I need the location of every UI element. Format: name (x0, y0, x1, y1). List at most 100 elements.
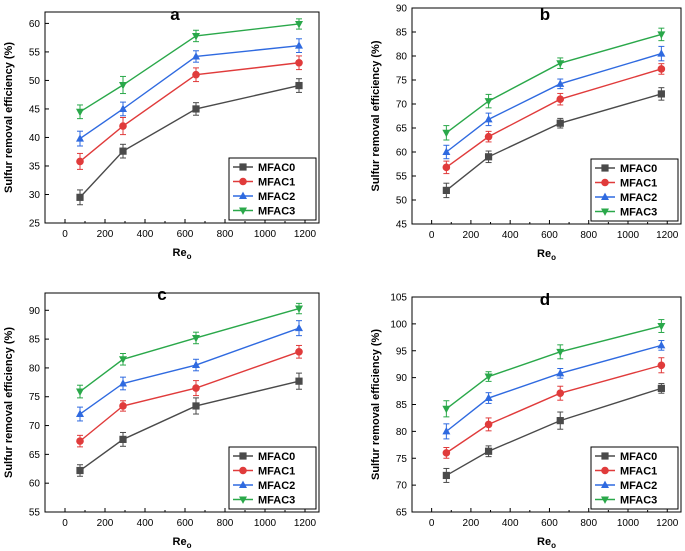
series-line (445, 68, 662, 168)
series-line (79, 307, 300, 393)
data-point (192, 360, 200, 369)
data-point (442, 405, 451, 414)
panel-label: a (170, 5, 180, 24)
series-line (79, 351, 300, 442)
y-tick-label: 40 (29, 133, 41, 144)
legend-marker (601, 496, 609, 504)
data-point (119, 147, 127, 155)
x-tick-label: 600 (177, 229, 194, 240)
plot-frame (44, 11, 320, 224)
y-tick-label: 85 (29, 335, 41, 346)
legend-item-mfac1: MFAC1 (595, 466, 657, 478)
x-tick-label: 600 (541, 230, 558, 241)
legend-label: MFAC1 (258, 177, 295, 189)
series-line (446, 387, 662, 477)
series-line (79, 44, 300, 140)
x-tick-label: 400 (502, 230, 519, 241)
data-point (119, 356, 127, 364)
data-point (657, 323, 666, 331)
series-mfac1 (76, 344, 303, 448)
data-point (295, 377, 303, 385)
legend-marker (239, 177, 247, 186)
series-mfac0 (442, 87, 665, 199)
data-point (657, 90, 665, 98)
legend-marker (239, 480, 247, 488)
data-point (76, 134, 84, 142)
y-axis-title: Sulfur removal efficiency (%) (3, 327, 15, 478)
series-mfac1 (442, 357, 666, 459)
x-axis-title: Reo (173, 247, 192, 261)
data-point (657, 384, 665, 392)
x-tick-label: 0 (62, 518, 68, 529)
legend-item-mfac0: MFAC0 (595, 451, 657, 463)
x-tick-label: 200 (97, 229, 114, 240)
legend: MFAC0 MFAC1 MFAC2 MFAC3 (590, 446, 679, 510)
data-point (76, 193, 84, 201)
data-point (192, 105, 200, 113)
data-point (192, 32, 200, 41)
series-mfac3 (442, 319, 666, 418)
data-point (119, 435, 127, 443)
y-tick-label: 55 (29, 47, 41, 58)
chart-panel-a: 0 200 400 600 800 1000 1200 25 30 35 40 45 50 55 60 Reo… (3, 5, 320, 261)
legend-marker (239, 466, 247, 475)
data-point (295, 323, 303, 332)
data-point (442, 426, 451, 435)
data-point (76, 437, 84, 445)
x-tick-label: 200 (463, 230, 480, 241)
y-tick-label: 55 (396, 172, 408, 183)
y-tick-label: 30 (29, 190, 41, 201)
x-tick-label: 400 (502, 518, 519, 529)
data-point (484, 98, 493, 106)
legend-label: MFAC3 (620, 495, 657, 507)
y-axis-title: Sulfur removal efficiency (%) (3, 42, 15, 193)
data-point (192, 52, 200, 60)
y-tick-label: 35 (29, 161, 41, 172)
data-point (192, 402, 200, 410)
data-point (556, 95, 565, 103)
data-point (76, 409, 84, 418)
data-point (442, 147, 451, 155)
panel-label: c (157, 285, 166, 304)
x-tick-label: 0 (62, 229, 68, 240)
x-tick-label: 1000 (617, 230, 640, 241)
legend-label: MFAC3 (620, 207, 657, 219)
legend-marker (601, 452, 609, 460)
y-tick-label: 105 (390, 293, 407, 304)
legend-item-mfac0: MFAC0 (233, 451, 295, 463)
y-tick-label: 70 (396, 481, 408, 492)
data-point (657, 65, 666, 73)
data-point (295, 81, 303, 90)
x-axis-title-main: Re (537, 536, 551, 548)
data-point (484, 447, 493, 455)
legend: MFAC0 MFAC1 MFAC2 MFAC3 (590, 158, 679, 222)
series-mfac0 (76, 372, 303, 477)
y-tick-label: 55 (29, 508, 41, 519)
y-tick-label: 65 (396, 508, 408, 519)
x-axis-title-main: Re (173, 247, 187, 259)
legend-label: MFAC0 (620, 451, 657, 463)
y-tick-label: 85 (396, 28, 408, 39)
x-tick-label: 800 (217, 229, 234, 240)
data-point (295, 41, 303, 49)
data-point (556, 417, 564, 425)
data-point (484, 114, 493, 123)
data-point (295, 58, 303, 67)
x-axis-title: Reo (537, 536, 556, 550)
data-point (657, 31, 666, 39)
legend-label: MFAC1 (620, 466, 657, 478)
data-point (442, 471, 450, 480)
series-line (445, 325, 662, 410)
x-tick-label: 1200 (656, 230, 679, 241)
y-tick-label: 95 (396, 346, 408, 357)
series-line (445, 364, 662, 454)
data-point (556, 119, 564, 127)
data-point (442, 449, 451, 457)
x-tick-label: 400 (137, 518, 154, 529)
legend: MFAC0 MFAC1 MFAC2 MFAC3 (228, 446, 317, 510)
y-tick-label: 90 (396, 4, 408, 15)
data-point (657, 340, 666, 349)
legend: MFAC0 MFAC1 MFAC2 MFAC3 (228, 157, 317, 221)
legend-marker (601, 178, 609, 187)
x-tick-label: 1000 (254, 518, 277, 529)
